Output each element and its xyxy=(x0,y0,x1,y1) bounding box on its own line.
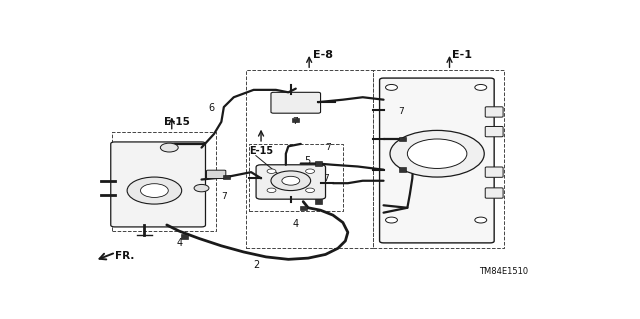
FancyBboxPatch shape xyxy=(111,142,205,227)
Bar xyxy=(180,234,188,239)
Bar xyxy=(223,175,230,179)
Circle shape xyxy=(194,184,209,192)
Text: 7: 7 xyxy=(398,108,404,116)
Circle shape xyxy=(282,176,300,185)
Circle shape xyxy=(475,85,487,90)
FancyBboxPatch shape xyxy=(256,165,326,199)
Text: FR.: FR. xyxy=(115,251,134,261)
Text: 2: 2 xyxy=(253,261,259,271)
Bar xyxy=(315,161,321,166)
Text: 7: 7 xyxy=(292,117,298,126)
Text: E-15: E-15 xyxy=(249,146,273,156)
Bar xyxy=(292,118,300,122)
FancyBboxPatch shape xyxy=(485,188,503,198)
Circle shape xyxy=(267,169,276,174)
Circle shape xyxy=(475,217,487,223)
FancyBboxPatch shape xyxy=(485,167,503,177)
FancyBboxPatch shape xyxy=(271,92,321,113)
FancyBboxPatch shape xyxy=(485,107,503,117)
Text: 5: 5 xyxy=(304,156,310,166)
Circle shape xyxy=(141,184,168,197)
Circle shape xyxy=(127,177,182,204)
Circle shape xyxy=(267,188,276,192)
Text: 7: 7 xyxy=(221,192,227,201)
Bar xyxy=(315,199,321,204)
Text: E-15: E-15 xyxy=(164,117,189,127)
Circle shape xyxy=(408,139,467,168)
Text: 7: 7 xyxy=(324,174,330,183)
FancyBboxPatch shape xyxy=(207,170,226,179)
Text: 4: 4 xyxy=(292,219,299,229)
Text: 3: 3 xyxy=(216,171,222,181)
Bar xyxy=(399,167,406,172)
Text: E-1: E-1 xyxy=(452,50,472,61)
FancyBboxPatch shape xyxy=(380,78,494,243)
Circle shape xyxy=(271,171,310,190)
Text: 1: 1 xyxy=(436,137,443,146)
Text: E-8: E-8 xyxy=(313,50,333,61)
Circle shape xyxy=(306,169,314,174)
Circle shape xyxy=(390,130,484,177)
Circle shape xyxy=(385,217,397,223)
Bar xyxy=(399,137,406,141)
Text: 4: 4 xyxy=(176,238,182,249)
FancyBboxPatch shape xyxy=(485,126,503,137)
Circle shape xyxy=(306,188,314,192)
Text: TM84E1510: TM84E1510 xyxy=(479,267,529,276)
Bar xyxy=(300,205,307,210)
Circle shape xyxy=(161,143,178,152)
Text: 6: 6 xyxy=(208,103,214,113)
Text: 7: 7 xyxy=(408,165,414,174)
Text: 7: 7 xyxy=(325,143,331,152)
Circle shape xyxy=(385,85,397,90)
